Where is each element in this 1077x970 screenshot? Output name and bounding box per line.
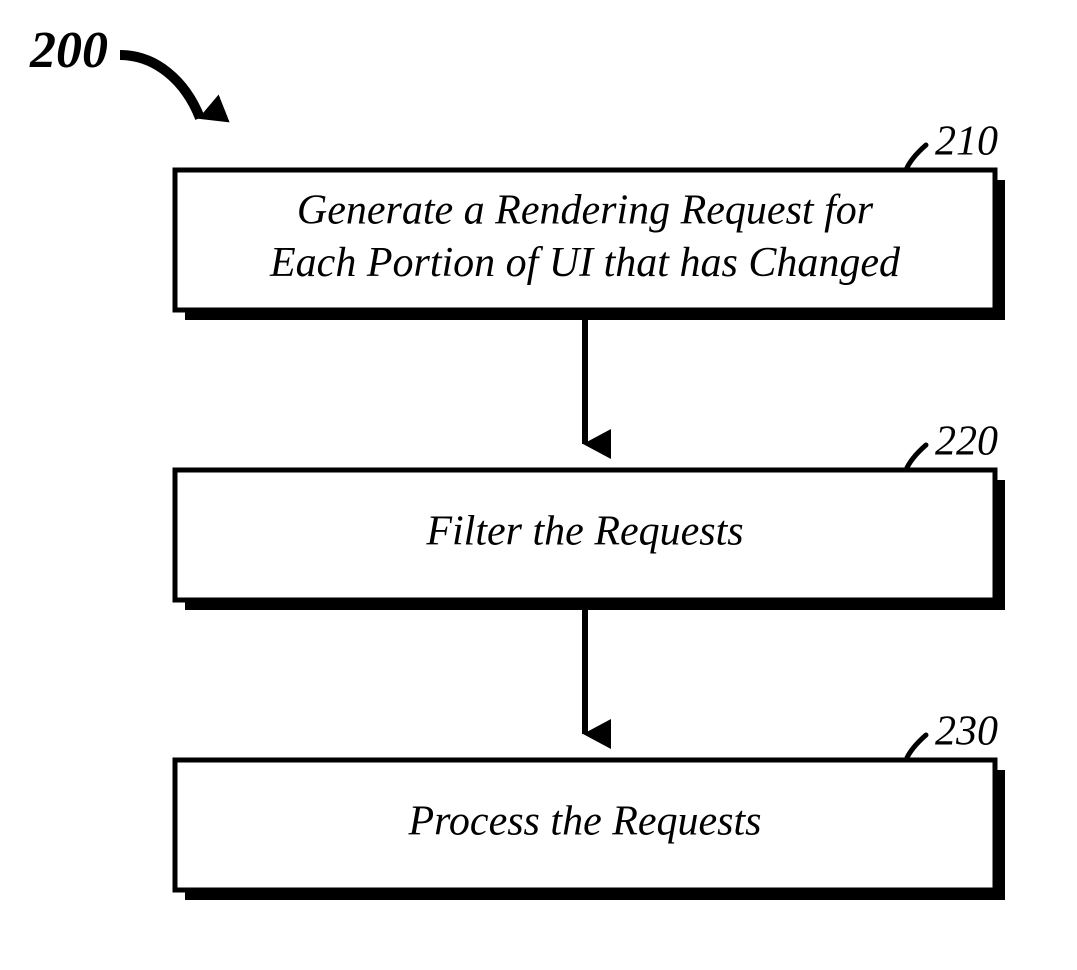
figure-label: 200 [29, 22, 200, 118]
ref-label: 210 [935, 119, 998, 165]
ref-hook [906, 445, 926, 470]
ref-hook [906, 145, 926, 170]
flow-box-b1: Generate a Rendering Request for Each Por… [175, 119, 1005, 320]
box-text-line: Filter the Requests [425, 509, 743, 555]
ref-label: 230 [935, 709, 998, 755]
box-text-line: Process the Requests [407, 799, 761, 845]
box-text-line: Generate a Rendering Request for [297, 187, 874, 233]
flowchart-canvas: 200 Generate a Rendering Request for Each … [0, 0, 1077, 970]
figure-label-arrow [120, 55, 200, 118]
figure-label-text: 200 [29, 22, 108, 79]
ref-hook [906, 735, 926, 760]
flow-box-b3: Process the Requests 230 [175, 709, 1005, 900]
box-text-line: Each Portion of UI that has Changed [269, 240, 901, 286]
ref-label: 220 [935, 419, 998, 465]
flow-box-b2: Filter the Requests 220 [175, 419, 1005, 610]
